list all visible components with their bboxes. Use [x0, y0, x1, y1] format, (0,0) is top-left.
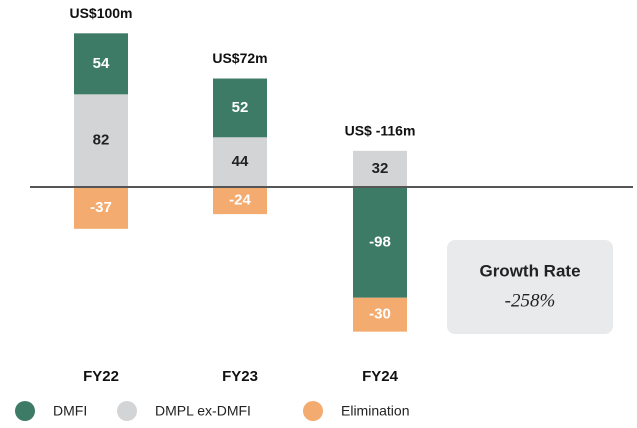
total-label: US$ -116m — [345, 123, 416, 139]
growth-box — [447, 240, 613, 334]
bar-segment — [353, 297, 407, 332]
legend-label: Elimination — [341, 403, 409, 419]
legend-marker — [303, 401, 323, 421]
growth-value: -258% — [505, 290, 556, 311]
total-label: US$100m — [69, 5, 132, 21]
value-label: -37 — [90, 199, 112, 216]
x-tick-label: FY24 — [362, 368, 399, 385]
legend-label: DMPL ex-DMFI — [155, 403, 251, 419]
value-label: -30 — [369, 306, 391, 323]
legend-marker — [15, 401, 35, 421]
x-tick-label: FY22 — [83, 368, 119, 385]
bar-segment — [353, 187, 407, 298]
value-label: 82 — [93, 132, 110, 149]
value-label: 52 — [232, 99, 249, 116]
total-label: US$72m — [212, 50, 267, 66]
value-label: 44 — [232, 153, 249, 170]
bar-segment — [213, 187, 267, 215]
bar-segment — [74, 187, 128, 229]
growth-title: Growth Rate — [479, 261, 580, 280]
value-label: 32 — [372, 160, 389, 177]
bar-segment — [213, 137, 267, 187]
value-label: -24 — [229, 192, 251, 209]
legend-label: DMFI — [53, 403, 87, 419]
legend-marker — [117, 401, 137, 421]
value-label: 54 — [93, 55, 110, 72]
x-tick-label: FY23 — [222, 368, 258, 385]
bar-segment — [74, 33, 128, 95]
bar-segment — [353, 150, 407, 187]
bar-segment — [74, 94, 128, 187]
bar-segment — [213, 78, 267, 138]
value-label: -98 — [369, 233, 391, 250]
